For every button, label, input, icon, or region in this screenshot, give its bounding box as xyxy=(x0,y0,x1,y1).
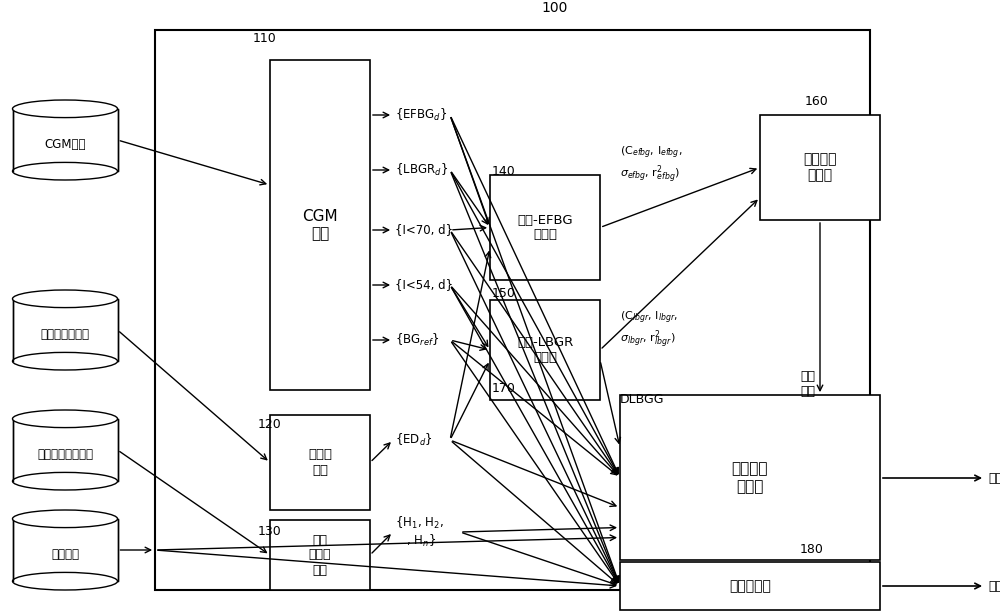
Text: 目标剂量
调整器: 目标剂量 调整器 xyxy=(803,152,837,182)
Text: (C$_{efbg}$, I$_{efbg}$,
$\sigma$$_{efbg}$, r$^2_{efbg}$): (C$_{efbg}$, I$_{efbg}$, $\sigma$$_{efbg… xyxy=(620,145,682,187)
Text: 胰岛素
模块: 胰岛素 模块 xyxy=(308,448,332,477)
FancyBboxPatch shape xyxy=(12,299,118,361)
Text: 报告的低血糖历史: 报告的低血糖历史 xyxy=(37,448,93,461)
Text: CGM
模块: CGM 模块 xyxy=(302,209,338,241)
FancyBboxPatch shape xyxy=(620,562,880,610)
Text: 130: 130 xyxy=(258,525,282,538)
FancyBboxPatch shape xyxy=(155,30,870,590)
Text: 胰岛素给药历史: 胰岛素给药历史 xyxy=(40,328,90,341)
Text: 剂量最终
确定器: 剂量最终 确定器 xyxy=(732,461,768,493)
Ellipse shape xyxy=(12,510,118,527)
Text: 目标
剂量: 目标 剂量 xyxy=(800,370,816,398)
Ellipse shape xyxy=(12,410,118,428)
FancyBboxPatch shape xyxy=(12,419,118,481)
Text: {ED$_d$}: {ED$_d$} xyxy=(395,432,433,448)
FancyBboxPatch shape xyxy=(270,520,370,590)
FancyBboxPatch shape xyxy=(620,395,880,560)
Text: 160: 160 xyxy=(805,95,829,108)
Text: 推荐剂量: 推荐剂量 xyxy=(988,471,1000,485)
Text: {EFBG$_d$}: {EFBG$_d$} xyxy=(395,107,448,123)
Text: 150: 150 xyxy=(492,287,516,300)
Text: {I<54, d}: {I<54, d} xyxy=(395,278,453,291)
FancyBboxPatch shape xyxy=(490,175,600,280)
FancyBboxPatch shape xyxy=(12,519,118,582)
Text: 100: 100 xyxy=(542,1,568,15)
FancyBboxPatch shape xyxy=(270,60,370,390)
Text: 报告
低血糖
模块: 报告 低血糖 模块 xyxy=(309,533,331,577)
FancyBboxPatch shape xyxy=(760,115,880,220)
Text: DLBGG: DLBGG xyxy=(620,393,664,406)
Text: 180: 180 xyxy=(800,543,824,556)
Text: {LBGR$_d$}: {LBGR$_d$} xyxy=(395,162,448,178)
Text: 120: 120 xyxy=(258,418,282,431)
Text: 推荐历史: 推荐历史 xyxy=(51,548,79,561)
Text: 170: 170 xyxy=(492,382,516,395)
Text: 110: 110 xyxy=(253,32,277,45)
Text: {H$_1$, H$_2$,
..., H$_n$}: {H$_1$, H$_2$, ..., H$_n$} xyxy=(395,515,444,549)
FancyBboxPatch shape xyxy=(490,300,600,400)
Text: 剂量-EFBG
建模器: 剂量-EFBG 建模器 xyxy=(517,214,573,241)
Ellipse shape xyxy=(12,100,118,118)
Ellipse shape xyxy=(12,472,118,490)
Text: 终止报告: 终止报告 xyxy=(988,580,1000,593)
Text: CGM历史: CGM历史 xyxy=(44,138,86,151)
Text: (C$_{lbgr}$, I$_{lbgr}$,
$\sigma$$_{lbgr}$, r$^2_{lbgr}$): (C$_{lbgr}$, I$_{lbgr}$, $\sigma$$_{lbgr… xyxy=(620,310,678,351)
Text: {I<70, d}: {I<70, d} xyxy=(395,224,453,237)
Text: 剂量-LBGR
建模器: 剂量-LBGR 建模器 xyxy=(517,336,573,364)
Ellipse shape xyxy=(12,572,118,590)
FancyBboxPatch shape xyxy=(270,415,370,510)
FancyBboxPatch shape xyxy=(12,109,118,171)
Ellipse shape xyxy=(12,352,118,370)
Text: {BG$_{ref}$}: {BG$_{ref}$} xyxy=(395,332,439,348)
Text: 终止检查器: 终止检查器 xyxy=(729,579,771,593)
Text: 140: 140 xyxy=(492,165,516,178)
Ellipse shape xyxy=(12,163,118,180)
Ellipse shape xyxy=(12,290,118,307)
